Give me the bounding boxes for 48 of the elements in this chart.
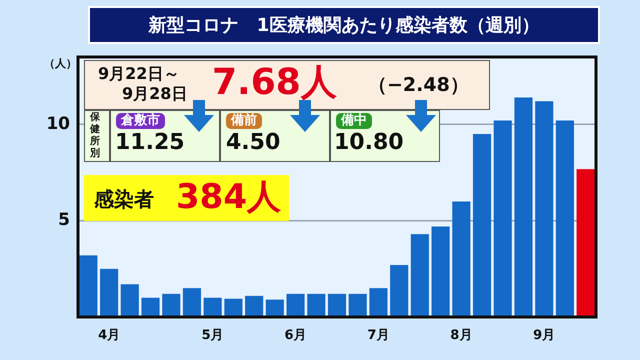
bar xyxy=(432,226,450,317)
x-tick-label: 7月 xyxy=(367,328,390,344)
bar xyxy=(369,288,388,317)
annotation: 11.25 xyxy=(115,130,185,155)
bar xyxy=(472,134,492,317)
annotation: 感染者 xyxy=(94,186,154,213)
y-axis-title: （人） xyxy=(44,56,77,71)
annotation: 9月22日～ xyxy=(98,64,180,85)
bar xyxy=(328,294,346,317)
chart-title: 新型コロナ 1医療機関あたり感染者数（週別） xyxy=(88,6,600,44)
bar xyxy=(576,169,595,317)
annotation: 10.80 xyxy=(334,130,404,155)
bar xyxy=(535,101,554,317)
bar xyxy=(79,255,98,317)
bar xyxy=(556,120,574,317)
bar xyxy=(307,294,326,317)
y-tick-label: 5 xyxy=(58,210,70,230)
annotation: 384人 xyxy=(176,176,281,219)
bar xyxy=(266,300,284,317)
bar xyxy=(494,120,512,317)
bar xyxy=(162,294,180,317)
bar xyxy=(120,284,139,317)
annotation: （−2.48） xyxy=(368,73,469,98)
annotation: 倉敷市 xyxy=(116,113,165,129)
annotation: 7.68人 xyxy=(212,61,337,105)
bar xyxy=(452,201,470,317)
bar xyxy=(182,288,202,317)
bar xyxy=(390,265,408,317)
bar xyxy=(224,298,242,317)
annotation: 備中 xyxy=(336,113,372,129)
bar xyxy=(286,294,305,317)
x-tick-label: 9月 xyxy=(533,328,556,344)
bar xyxy=(245,296,264,317)
y-tick-label: 10 xyxy=(46,114,70,134)
x-tick-label: 6月 xyxy=(284,328,307,344)
bar xyxy=(348,294,367,317)
x-tick-label: 8月 xyxy=(450,328,472,344)
bar xyxy=(204,298,222,317)
bar xyxy=(514,97,533,317)
bar xyxy=(410,234,429,317)
bar xyxy=(141,298,160,317)
bar xyxy=(100,268,118,317)
annotation: 備前 xyxy=(226,113,262,129)
annotation: 9月28日 xyxy=(122,84,188,105)
annotation: 4.50 xyxy=(226,130,280,155)
annotation: 保健所別 xyxy=(90,112,101,160)
x-tick-label: 4月 xyxy=(98,328,120,344)
x-tick-label: 5月 xyxy=(202,328,224,344)
